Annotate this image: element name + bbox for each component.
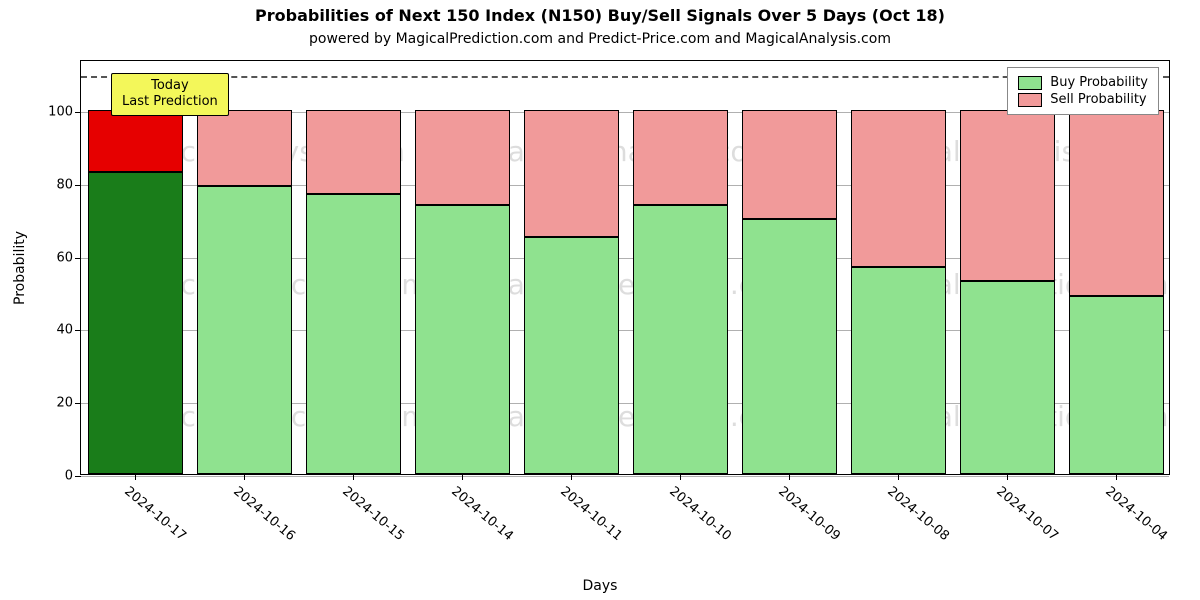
bar-segment-sell	[1069, 110, 1165, 296]
bar-segment-buy	[742, 219, 838, 474]
bar-slot: 2024-10-16	[197, 59, 293, 474]
bar-segment-sell	[197, 110, 293, 186]
y-tick-label: 60	[31, 250, 81, 265]
x-tick-label: 2024-10-09	[776, 484, 844, 544]
y-tick-label: 0	[31, 469, 81, 484]
callout-line1: Today	[122, 78, 218, 94]
x-tick-mark	[353, 474, 354, 480]
x-tick-label: 2024-10-15	[340, 484, 408, 544]
bar-segment-sell	[742, 110, 838, 219]
chart-title: Probabilities of Next 150 Index (N150) B…	[0, 0, 1200, 25]
legend-label: Buy Probability	[1050, 75, 1148, 90]
bar-segment-sell	[88, 110, 184, 172]
y-tick-label: 40	[31, 323, 81, 338]
x-tick-label: 2024-10-04	[1103, 484, 1171, 544]
legend-swatch	[1018, 76, 1042, 90]
x-tick-mark	[898, 474, 899, 480]
callout-line2: Last Prediction	[122, 94, 218, 110]
bar-segment-sell	[415, 110, 511, 205]
legend-swatch	[1018, 93, 1042, 107]
legend-label: Sell Probability	[1050, 92, 1146, 107]
x-tick-label: 2024-10-07	[994, 484, 1062, 544]
bar-slot: 2024-10-09	[742, 59, 838, 474]
x-tick-label: 2024-10-11	[558, 484, 626, 544]
bar-slot: 2024-10-17	[88, 59, 184, 474]
bar-segment-buy	[197, 186, 293, 474]
y-tick-label: 100	[31, 104, 81, 119]
bar-segment-buy	[633, 205, 729, 474]
legend: Buy Probability Sell Probability	[1007, 67, 1159, 115]
x-tick-mark	[789, 474, 790, 480]
bar-segment-buy	[88, 172, 184, 474]
chart-subtitle: powered by MagicalPrediction.com and Pre…	[0, 25, 1200, 47]
bar-slot: 2024-10-04	[1069, 59, 1165, 474]
x-tick-mark	[462, 474, 463, 480]
x-tick-label: 2024-10-16	[231, 484, 299, 544]
bar-slot: 2024-10-10	[633, 59, 729, 474]
today-callout: TodayLast Prediction	[111, 73, 229, 116]
bar-segment-sell	[524, 110, 620, 237]
bar-segment-buy	[524, 237, 620, 474]
bar-segment-sell	[851, 110, 947, 267]
bar-slot: 2024-10-11	[524, 59, 620, 474]
x-tick-label: 2024-10-17	[122, 484, 190, 544]
x-tick-mark	[244, 474, 245, 480]
bar-slot: 2024-10-08	[851, 59, 947, 474]
bar-slot: 2024-10-14	[415, 59, 511, 474]
x-tick-label: 2024-10-10	[667, 484, 735, 544]
legend-item: Buy Probability	[1018, 74, 1148, 91]
bar-segment-buy	[851, 267, 947, 475]
y-tick-label: 80	[31, 177, 81, 192]
x-tick-mark	[1116, 474, 1117, 480]
y-tick-label: 20	[31, 396, 81, 411]
bar-slot: 2024-10-15	[306, 59, 402, 474]
bar-segment-sell	[306, 110, 402, 194]
plot-area: MagicalAnalysis.comMagicalAnalysis.comMa…	[80, 60, 1170, 475]
bar-segment-sell	[633, 110, 729, 205]
bar-segment-buy	[306, 194, 402, 474]
x-axis-label: Days	[583, 578, 618, 594]
chart-container: Probabilities of Next 150 Index (N150) B…	[0, 0, 1200, 600]
x-tick-mark	[571, 474, 572, 480]
bar-slot: 2024-10-07	[960, 59, 1056, 474]
y-axis-label: Probability	[12, 231, 28, 305]
bar-segment-buy	[1069, 296, 1165, 474]
x-tick-mark	[680, 474, 681, 480]
bar-segment-buy	[960, 281, 1056, 474]
x-tick-mark	[135, 474, 136, 480]
bar-segment-buy	[415, 205, 511, 474]
bar-segment-sell	[960, 110, 1056, 281]
x-tick-label: 2024-10-08	[885, 484, 953, 544]
x-tick-label: 2024-10-14	[449, 484, 517, 544]
legend-item: Sell Probability	[1018, 91, 1148, 108]
x-tick-mark	[1007, 474, 1008, 480]
